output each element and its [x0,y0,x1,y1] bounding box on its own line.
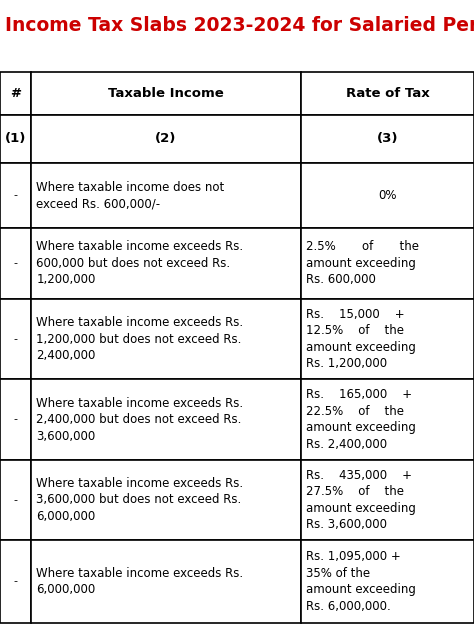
Bar [301,72,474,115]
Text: -: - [13,495,18,505]
Text: Where taxable income exceeds Rs.
600,000 but does not exceed Rs.
1,200,000: Where taxable income exceeds Rs. 600,000… [36,240,244,286]
Bar [301,459,474,540]
Text: Income Tax Slabs 2023-2024 for Salaried Persons: Income Tax Slabs 2023-2024 for Salaried … [5,16,474,34]
Text: Where taxable income exceeds Rs.
2,400,000 but does not exceed Rs.
3,600,000: Where taxable income exceeds Rs. 2,400,0… [36,396,244,443]
Bar [0,540,31,623]
Bar [31,379,301,459]
Text: Rs. 1,095,000 +
35% of the
amount exceeding
Rs. 6,000,000.: Rs. 1,095,000 + 35% of the amount exceed… [306,550,416,613]
Text: Where taxable income exceeds Rs.
6,000,000: Where taxable income exceeds Rs. 6,000,0… [36,567,244,597]
Text: Rs.    165,000    +
22.5%    of    the
amount exceeding
Rs. 2,400,000: Rs. 165,000 + 22.5% of the amount exceed… [306,388,416,451]
Text: Rate of Tax: Rate of Tax [346,87,429,100]
Text: Rs.    435,000    +
27.5%    of    the
amount exceeding
Rs. 3,600,000: Rs. 435,000 + 27.5% of the amount exceed… [306,469,416,531]
Text: (3): (3) [377,133,398,145]
Bar [0,379,31,459]
Bar [31,228,301,299]
Text: 2.5%       of       the
amount exceeding
Rs. 600,000: 2.5% of the amount exceeding Rs. 600,000 [306,240,419,286]
Text: -: - [13,190,18,200]
Bar [31,72,301,115]
Bar [31,459,301,540]
Bar [0,228,31,299]
Bar [31,540,301,623]
Text: 0%: 0% [378,189,397,202]
Text: (2): (2) [155,133,177,145]
Text: Where taxable income exceeds Rs.
3,600,000 but does not exceed Rs.
6,000,000: Where taxable income exceeds Rs. 3,600,0… [36,477,244,523]
Text: Where taxable income does not
exceed Rs. 600,000/-: Where taxable income does not exceed Rs.… [36,181,225,210]
Text: Where taxable income exceeds Rs.
1,200,000 but does not exceed Rs.
2,400,000: Where taxable income exceeds Rs. 1,200,0… [36,316,244,362]
Text: #: # [10,87,21,100]
Text: Taxable Income: Taxable Income [108,87,224,100]
Bar [301,115,474,163]
Text: (1): (1) [5,133,26,145]
Bar [301,540,474,623]
Bar [0,299,31,379]
Bar [0,115,31,163]
Text: -: - [13,414,18,424]
Text: -: - [13,334,18,344]
Text: Rs.    15,000    +
12.5%    of    the
amount exceeding
Rs. 1,200,000: Rs. 15,000 + 12.5% of the amount exceedi… [306,308,416,371]
Bar [301,228,474,299]
Bar [301,163,474,228]
Bar [301,299,474,379]
Bar [31,299,301,379]
Bar [301,379,474,459]
Text: -: - [13,577,18,587]
Text: -: - [13,259,18,269]
Bar [0,459,31,540]
Bar [0,163,31,228]
Bar [31,163,301,228]
Bar [0,72,31,115]
Bar [31,115,301,163]
